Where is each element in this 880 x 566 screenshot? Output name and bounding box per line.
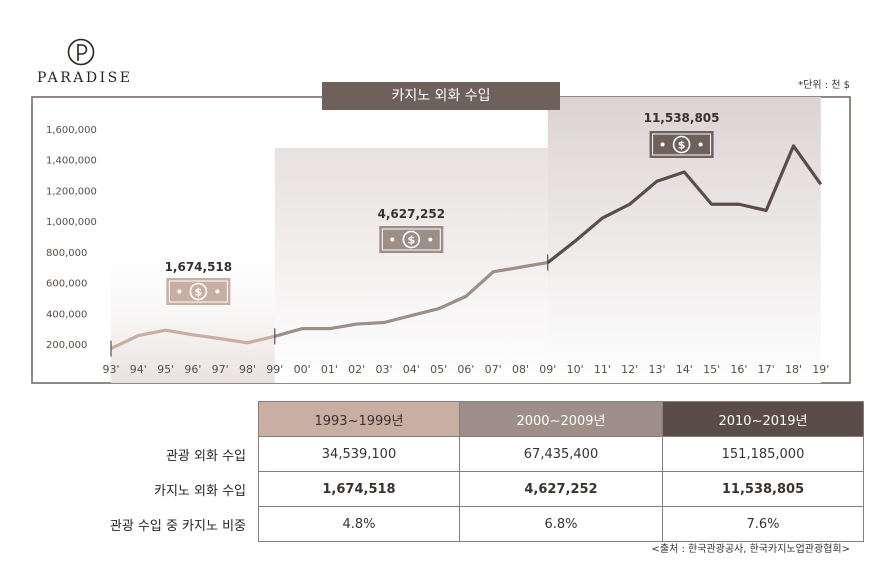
svg-text:$: $ [407, 234, 415, 247]
x-tick-label: 05' [430, 363, 447, 376]
x-tick-label: 15' [703, 363, 720, 376]
brand-name: PARADISE [37, 70, 133, 86]
x-tick-label: 06' [457, 363, 474, 376]
table-row: 관광 외화 수입 34,539,100 67,435,400 151,185,0… [40, 436, 864, 472]
x-tick-label: 09' [539, 363, 556, 376]
x-tick-label: 00' [294, 363, 311, 376]
table-cell: 67,435,400 [459, 436, 663, 472]
x-tick-label: 10' [567, 363, 584, 376]
row-label-casino-share: 관광 수입 중 카지노 비중 [109, 518, 246, 534]
period-total-label: 4,627,252 [378, 207, 446, 221]
x-tick-label: 12' [621, 363, 638, 376]
svg-text:$: $ [195, 286, 203, 299]
x-tick-label: 14' [676, 363, 693, 376]
x-tick-label: 03' [375, 363, 392, 376]
row-label-casino-revenue: 카지노 외화 수입 [154, 483, 246, 499]
period-header-2010-2019: 2010~2019년 [662, 401, 864, 437]
x-tick-label: 18' [785, 363, 802, 376]
period-total-annotation: 1,674,518 $ [165, 260, 233, 305]
chart-title: 카지노 외화 수입 [322, 82, 560, 110]
period-header-1993-1999: 1993~1999년 [258, 401, 460, 437]
series-line [546, 144, 823, 264]
y-tick-label: 800,000 [46, 248, 87, 259]
period-header-2000-2009: 2000~2009년 [459, 401, 663, 437]
y-tick-label: 1,600,000 [46, 125, 97, 136]
row-label-tourism-revenue: 관광 외화 수입 [165, 448, 246, 464]
x-tick-label: 16' [730, 363, 747, 376]
x-tick-label: 94' [130, 363, 147, 376]
table-cell: 6.8% [459, 506, 663, 542]
paradise-logo-icon [67, 38, 95, 66]
x-tick-label: 04' [403, 363, 420, 376]
x-tick-label: 01' [321, 363, 338, 376]
y-tick-label: 1,000,000 [46, 217, 97, 228]
period-band [274, 148, 548, 383]
table-row: 관광 수입 중 카지노 비중 4.8% 6.8% 7.6% [40, 506, 864, 542]
summary-table: 1993~1999년 2000~2009년 2010~2019년 관광 외화 수… [40, 401, 864, 542]
x-tick-label: 96' [184, 363, 201, 376]
table-cell: 4.8% [258, 506, 460, 542]
period-total-annotation: 11,538,805 $ [644, 111, 720, 158]
svg-text:$: $ [678, 139, 686, 152]
dollar-bill-icon: $ [649, 131, 714, 158]
x-tick-label: 02' [348, 363, 365, 376]
table-header-row: 1993~1999년 2000~2009년 2010~2019년 [40, 401, 864, 437]
source-note: <출처 : 한국관광공사, 한국카지노업관광협회> [651, 544, 850, 555]
x-tick-label: 13' [648, 363, 665, 376]
y-tick-label: 200,000 [46, 340, 87, 351]
table-cell: 34,539,100 [258, 436, 460, 472]
y-tick-label: 1,200,000 [46, 186, 97, 197]
y-tick-label: 1,400,000 [46, 156, 97, 167]
table-cell: 1,674,518 [258, 471, 460, 507]
unit-note: *단위 : 천 $ [798, 80, 850, 91]
x-tick-label: 98' [239, 363, 256, 376]
table-cell: 151,185,000 [662, 436, 864, 472]
y-tick-label: 600,000 [46, 279, 87, 290]
x-tick-label: 19' [812, 363, 829, 376]
period-total-annotation: 4,627,252 $ [378, 207, 446, 253]
x-tick-label: 97' [212, 363, 229, 376]
table-cell: 4,627,252 [459, 471, 663, 507]
period-total-label: 1,674,518 [165, 260, 233, 274]
x-tick-label: 11' [594, 363, 611, 376]
x-tick-label: 99' [266, 363, 283, 376]
period-total-label: 11,538,805 [644, 111, 720, 125]
dollar-bill-icon: $ [379, 226, 444, 253]
x-tick-label: 08' [512, 363, 529, 376]
casino-revenue-chart: 1,600,000 1,400,000 1,200,000 1,000,000 800,… [31, 96, 851, 384]
y-tick-label: 400,000 [46, 309, 87, 320]
x-tick-label: 07' [485, 363, 502, 376]
x-tick-label: 17' [758, 363, 775, 376]
x-tick-label: 95' [157, 363, 174, 376]
table-cell: 7.6% [662, 506, 864, 542]
dollar-bill-icon: $ [166, 278, 231, 305]
x-tick-label: 93' [102, 363, 119, 376]
series-line [110, 328, 276, 351]
table-cell: 11,538,805 [662, 471, 864, 507]
table-row: 카지노 외화 수입 1,674,518 4,627,252 11,538,805 [40, 471, 864, 507]
series-line [274, 261, 549, 338]
